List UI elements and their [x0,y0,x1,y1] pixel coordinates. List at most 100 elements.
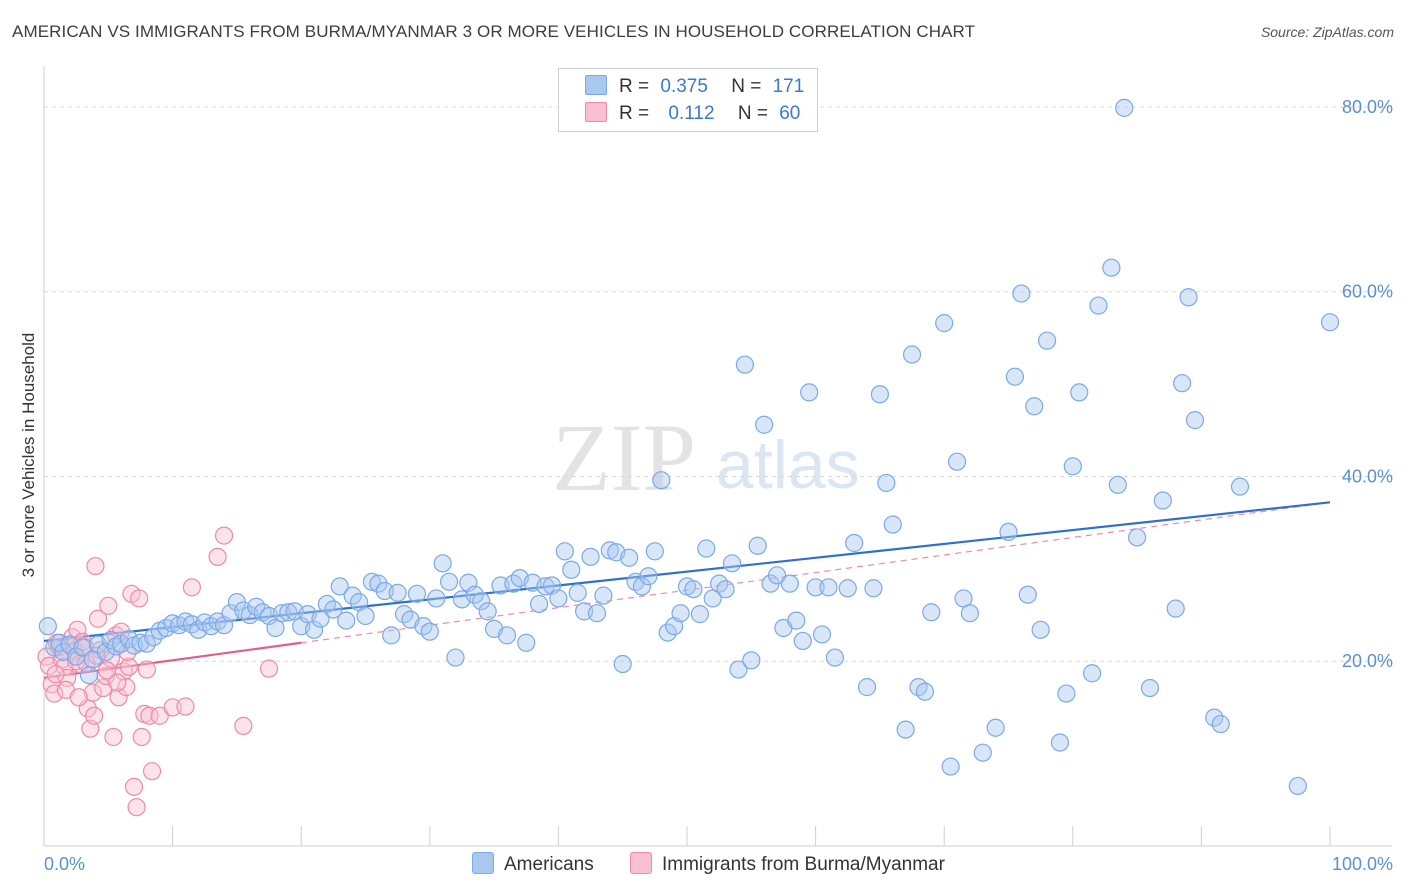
americans-point [671,604,690,623]
burma-point [97,661,117,680]
chart-title: AMERICAN VS IMMIGRANTS FROM BURMA/MYANMA… [12,22,976,41]
burma-point [45,684,64,703]
americans-point [973,743,992,762]
americans-point [632,577,652,596]
watermark-zip: ZIP [552,404,696,511]
americans-point [684,580,703,599]
americans-point [388,583,407,602]
burma-point [142,762,162,781]
burma-point [163,698,182,717]
burma-point [176,697,195,716]
burma-point [109,688,128,707]
americans-point [96,642,115,662]
americans-point [1050,733,1070,752]
burma-point [124,777,144,796]
americans-point [581,547,600,566]
americans-point [800,383,819,402]
americans-point [407,584,427,603]
americans-point [716,580,735,599]
bottom-burma-label: Immigrants from Burma/Myanmar [662,854,945,875]
americans-point [356,606,375,626]
americans-point [1082,664,1102,683]
americans-point [697,539,716,558]
americans-point [793,631,812,651]
americans-point [877,473,896,493]
americans-point [902,345,922,364]
americans-point [562,560,581,579]
americans-point [433,554,452,573]
americans-point [1288,776,1307,796]
americans-point [536,577,555,596]
burma-point [234,716,253,736]
burma-point [130,589,149,608]
americans-point [755,415,774,434]
americans-point [1057,684,1076,703]
burma-point [46,665,65,684]
americans-point [742,651,761,670]
americans-point [1127,528,1147,547]
stats-legend: R = 0.375 N = 171 R = 0.112 N = 60 [558,68,818,132]
burma-point [140,706,159,725]
americans-point [1031,620,1050,639]
bottom-americans-label: Americans [504,854,594,875]
americans-point [446,648,465,667]
bottom-legend-americans: Americans [472,852,594,876]
americans-point [79,665,99,685]
americans-point [439,572,459,591]
americans-point [1018,585,1037,604]
burma-point [86,556,105,576]
burma-point [99,596,118,615]
americans-point [330,577,349,596]
americans-point [870,385,890,404]
americans-point [144,628,163,647]
legend-row-burma: R = 0.112 N = 60 [585,102,800,126]
americans-point [1025,397,1044,416]
americans-point [549,589,568,608]
burma-point [83,683,102,702]
americans-point [555,542,574,561]
americans-point [517,633,536,652]
americans-point [324,600,343,619]
americans-point [883,515,902,534]
burma-point [132,727,151,747]
americans-point [767,566,787,585]
americans-point [1205,708,1224,727]
americans-point [780,574,799,593]
burma-point [119,657,138,676]
americans-point [645,542,664,561]
americans-point [999,522,1018,542]
americans-r-value: 0.375 [660,76,708,97]
americans-point [1320,313,1340,332]
americans-trend-line [43,501,1331,643]
burma-point [108,673,127,692]
americans-point [639,567,658,586]
burma-point [117,678,136,697]
grid-lines [44,106,1392,662]
americans-point [690,605,709,624]
americans-point [1115,98,1134,117]
americans-point [497,626,517,645]
burma-point [150,706,169,725]
americans-point [1063,457,1082,476]
americans-point [819,578,838,597]
americans-point [427,589,446,608]
burma-trend-extension [301,501,1331,644]
americans-point [382,626,401,645]
burma-point [85,706,104,725]
americans-point [1005,367,1025,386]
americans-point [1037,331,1057,350]
burma-point [137,660,156,679]
americans-point [38,617,57,636]
americans-point [922,603,941,622]
americans-point [613,654,632,674]
burma-swatch [585,102,607,122]
americans-point [587,604,607,623]
americans-point [941,757,960,776]
americans-point [1211,714,1230,734]
americans-point [748,536,767,555]
watermark-atlas: atlas [716,427,860,503]
americans-point [729,660,748,679]
burma-point [104,727,123,747]
americans-point [472,592,491,611]
